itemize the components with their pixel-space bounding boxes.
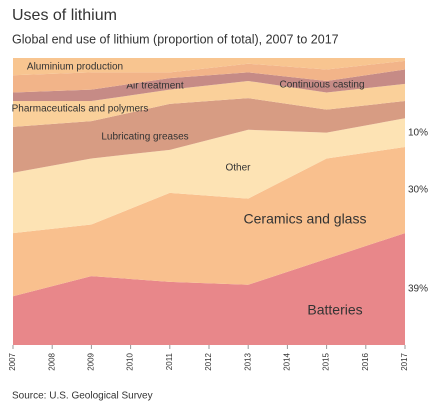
x-tick-label: 2017 (400, 352, 409, 370)
x-tick-label: 2011 (165, 352, 174, 370)
series-label: Air treatment (126, 81, 183, 92)
value-label: 39% (408, 284, 428, 295)
chart-subtitle: Global end use of lithium (proportion of… (12, 32, 339, 46)
series-label: Continuous casting (279, 80, 364, 91)
area (13, 80, 405, 127)
x-tick-label: 2008 (47, 352, 56, 370)
x-tick-label: 2016 (361, 352, 370, 370)
area (13, 98, 405, 173)
source: Source: U.S. Geological Survey (12, 391, 153, 402)
x-tick-label: 2010 (126, 352, 135, 370)
x-tick-label: 2009 (87, 352, 96, 370)
x-tick-label: 2012 (204, 352, 213, 370)
series-label: Other (225, 163, 251, 174)
area (13, 118, 405, 234)
series-label: Ceramics and glass (244, 211, 367, 227)
area (13, 233, 405, 345)
area (13, 146, 405, 297)
chart-title: Uses of lithium (12, 7, 117, 24)
area (13, 69, 405, 102)
area (13, 60, 405, 93)
x-tick-label: 2007 (8, 352, 17, 370)
x-tick-label: 2014 (283, 352, 292, 370)
series-label: Batteries (307, 302, 362, 318)
series-label: Lubricating greases (101, 132, 188, 143)
series-label: Pharmaceuticals and polymers (12, 104, 149, 115)
area (13, 58, 405, 76)
x-tick-label: 2015 (322, 352, 331, 370)
value-label: 10% (408, 127, 428, 138)
value-label: 30% (408, 185, 428, 196)
series-label: Aluminium production (27, 62, 123, 73)
x-tick-label: 2013 (243, 352, 252, 370)
